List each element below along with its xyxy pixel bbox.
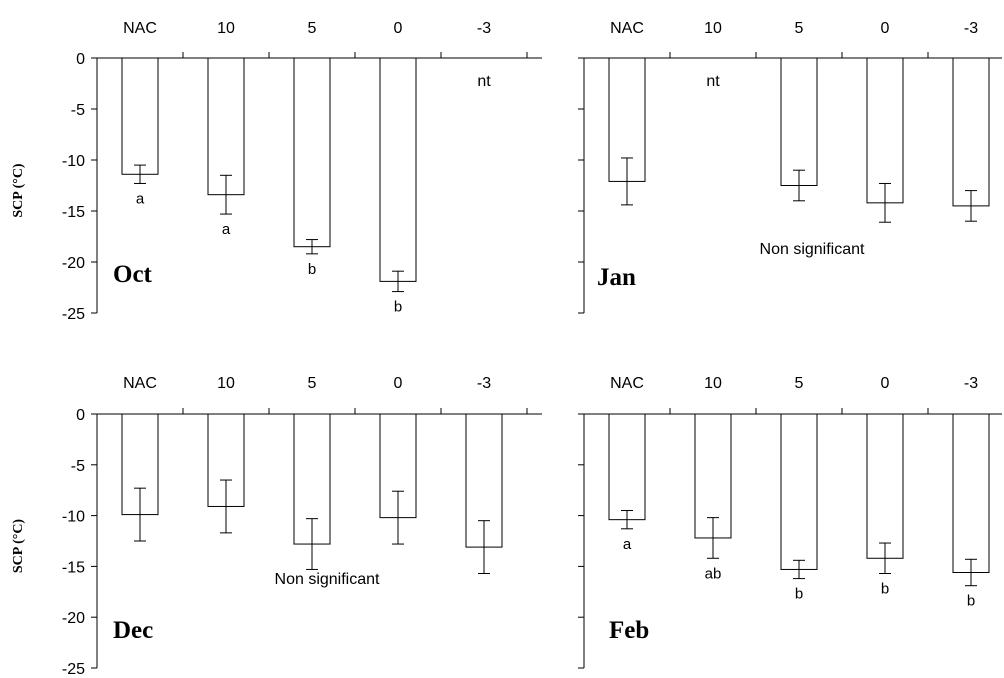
category-label: 10 — [217, 375, 235, 392]
bar — [293, 57, 331, 248]
significance-letter: a — [623, 536, 632, 553]
significance-note: Non significant — [760, 241, 866, 258]
category-label: 0 — [881, 20, 890, 37]
category-label: -3 — [477, 20, 491, 37]
bar — [952, 57, 990, 207]
error-bar — [306, 518, 318, 570]
panel-oct: 0 -5 -10 -15 -20 -25 NAC a 10 a 5 b 0 b -3 nt Oct SCP (°C… — [11, 20, 542, 323]
category-label: -3 — [964, 375, 978, 392]
y-tick-label: -10 — [62, 509, 85, 526]
y-tick-label: -25 — [62, 661, 85, 678]
error-bar — [478, 520, 490, 575]
y-tick-label: 0 — [76, 407, 85, 424]
y-tick-label: -15 — [62, 559, 85, 576]
category-label: NAC — [123, 20, 157, 37]
category-label: 5 — [795, 375, 804, 392]
y-tick-label: -5 — [71, 102, 85, 119]
category-label: NAC — [123, 375, 157, 392]
bar — [866, 413, 904, 559]
significance-letter: b — [967, 593, 975, 610]
error-bar — [707, 517, 719, 559]
category-label: 10 — [704, 375, 722, 392]
significance-letter: b — [308, 261, 316, 278]
panel-title: Oct — [113, 261, 153, 288]
error-bar — [965, 190, 977, 222]
significance-letter: a — [222, 221, 231, 238]
not-tested-label: nt — [477, 73, 491, 90]
panel-dec: 0 -5 -10 -15 -20 -25 NAC 10 5 0 -3 Non significant D… — [11, 375, 542, 678]
category-label: NAC — [610, 375, 644, 392]
y-tick-label: -20 — [62, 255, 85, 272]
bar — [952, 413, 990, 573]
significance-letter: b — [881, 581, 889, 598]
error-bar — [392, 490, 404, 545]
category-label: 0 — [881, 375, 890, 392]
y-tick-label: -20 — [62, 610, 85, 627]
panel-feb: NAC a 10 ab 5 b 0 b -3 b Feb — [578, 375, 1002, 669]
panel-title: Feb — [609, 617, 649, 644]
bar — [207, 57, 245, 196]
error-bar — [965, 558, 977, 587]
panel-title: Dec — [113, 617, 153, 644]
category-label: 0 — [394, 375, 403, 392]
y-tick-label: -25 — [62, 306, 85, 323]
y-tick-label: 0 — [76, 51, 85, 68]
y-tick-label: -15 — [62, 204, 85, 221]
error-bar — [621, 510, 633, 530]
y-tick-label: -10 — [62, 153, 85, 170]
y-axis-title: SCP (°C) — [11, 519, 26, 574]
y-tick-label: -5 — [71, 458, 85, 475]
significance-note: Non significant — [275, 571, 381, 588]
category-label: -3 — [964, 20, 978, 37]
bar — [866, 57, 904, 204]
error-bar — [306, 239, 318, 255]
bar — [121, 57, 159, 175]
category-label: -3 — [477, 375, 491, 392]
bar — [780, 57, 818, 186]
significance-letter: b — [795, 586, 803, 603]
category-label: 10 — [704, 20, 722, 37]
category-label: 5 — [308, 20, 317, 37]
category-label: 5 — [795, 20, 804, 37]
error-bar — [879, 542, 891, 575]
error-bar — [793, 169, 805, 202]
bar — [780, 413, 818, 570]
error-bar — [793, 559, 805, 580]
error-bar — [220, 174, 232, 215]
error-bar — [879, 182, 891, 223]
panel-title: Jan — [597, 264, 636, 291]
significance-letter: ab — [705, 565, 722, 582]
bar — [379, 57, 417, 282]
category-label: 5 — [308, 375, 317, 392]
not-tested-label: nt — [706, 73, 720, 90]
significance-letter: b — [394, 299, 402, 316]
error-bar — [392, 270, 404, 293]
bar — [608, 413, 646, 521]
error-bar — [621, 157, 633, 206]
category-label: NAC — [610, 20, 644, 37]
category-label: 0 — [394, 20, 403, 37]
y-axis-title: SCP (°C) — [11, 163, 26, 218]
panel-jan: NAC 10 5 0 -3 nt Non significant Jan — [578, 20, 1002, 314]
error-bar — [134, 487, 146, 542]
significance-letter: a — [136, 190, 145, 207]
error-bar — [134, 164, 146, 184]
error-bar — [220, 479, 232, 534]
category-label: 10 — [217, 20, 235, 37]
